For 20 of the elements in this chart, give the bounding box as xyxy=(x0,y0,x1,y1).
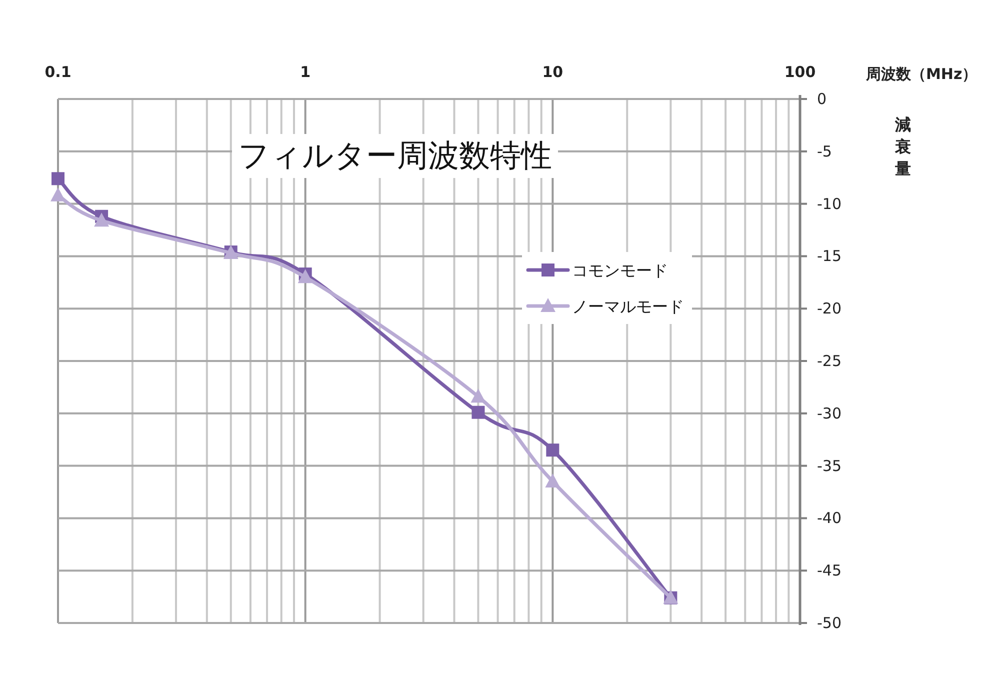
y-tick-label: -30 xyxy=(817,404,842,422)
x-tick-label: 1 xyxy=(300,63,311,81)
y-tick-label: -20 xyxy=(817,300,842,318)
y-tick-label: -5 xyxy=(817,142,832,160)
title: フィルター周波数特性 xyxy=(232,134,558,178)
y-tick-label: -15 xyxy=(817,247,842,266)
y-tick-label: -35 xyxy=(817,456,842,475)
y-tick-label: -40 xyxy=(817,509,842,528)
y-tick-label: -50 xyxy=(817,614,842,632)
y-tick-label: -10 xyxy=(817,194,842,213)
x-axis-title: 周波数（MHz） xyxy=(865,65,978,83)
x-tick-label: 100 xyxy=(784,63,816,81)
y-tick-label: -25 xyxy=(817,352,842,370)
y-axis-title: 減衰量 xyxy=(894,115,911,178)
y-tick-label: 0 xyxy=(817,90,827,108)
x-tick-label: 10 xyxy=(542,63,564,81)
legend-label: ノーマルモード xyxy=(572,297,684,316)
y-tick-label: -45 xyxy=(817,562,842,580)
x-tick-label: 0.1 xyxy=(44,63,72,81)
legend-label: コモンモード xyxy=(572,261,668,280)
